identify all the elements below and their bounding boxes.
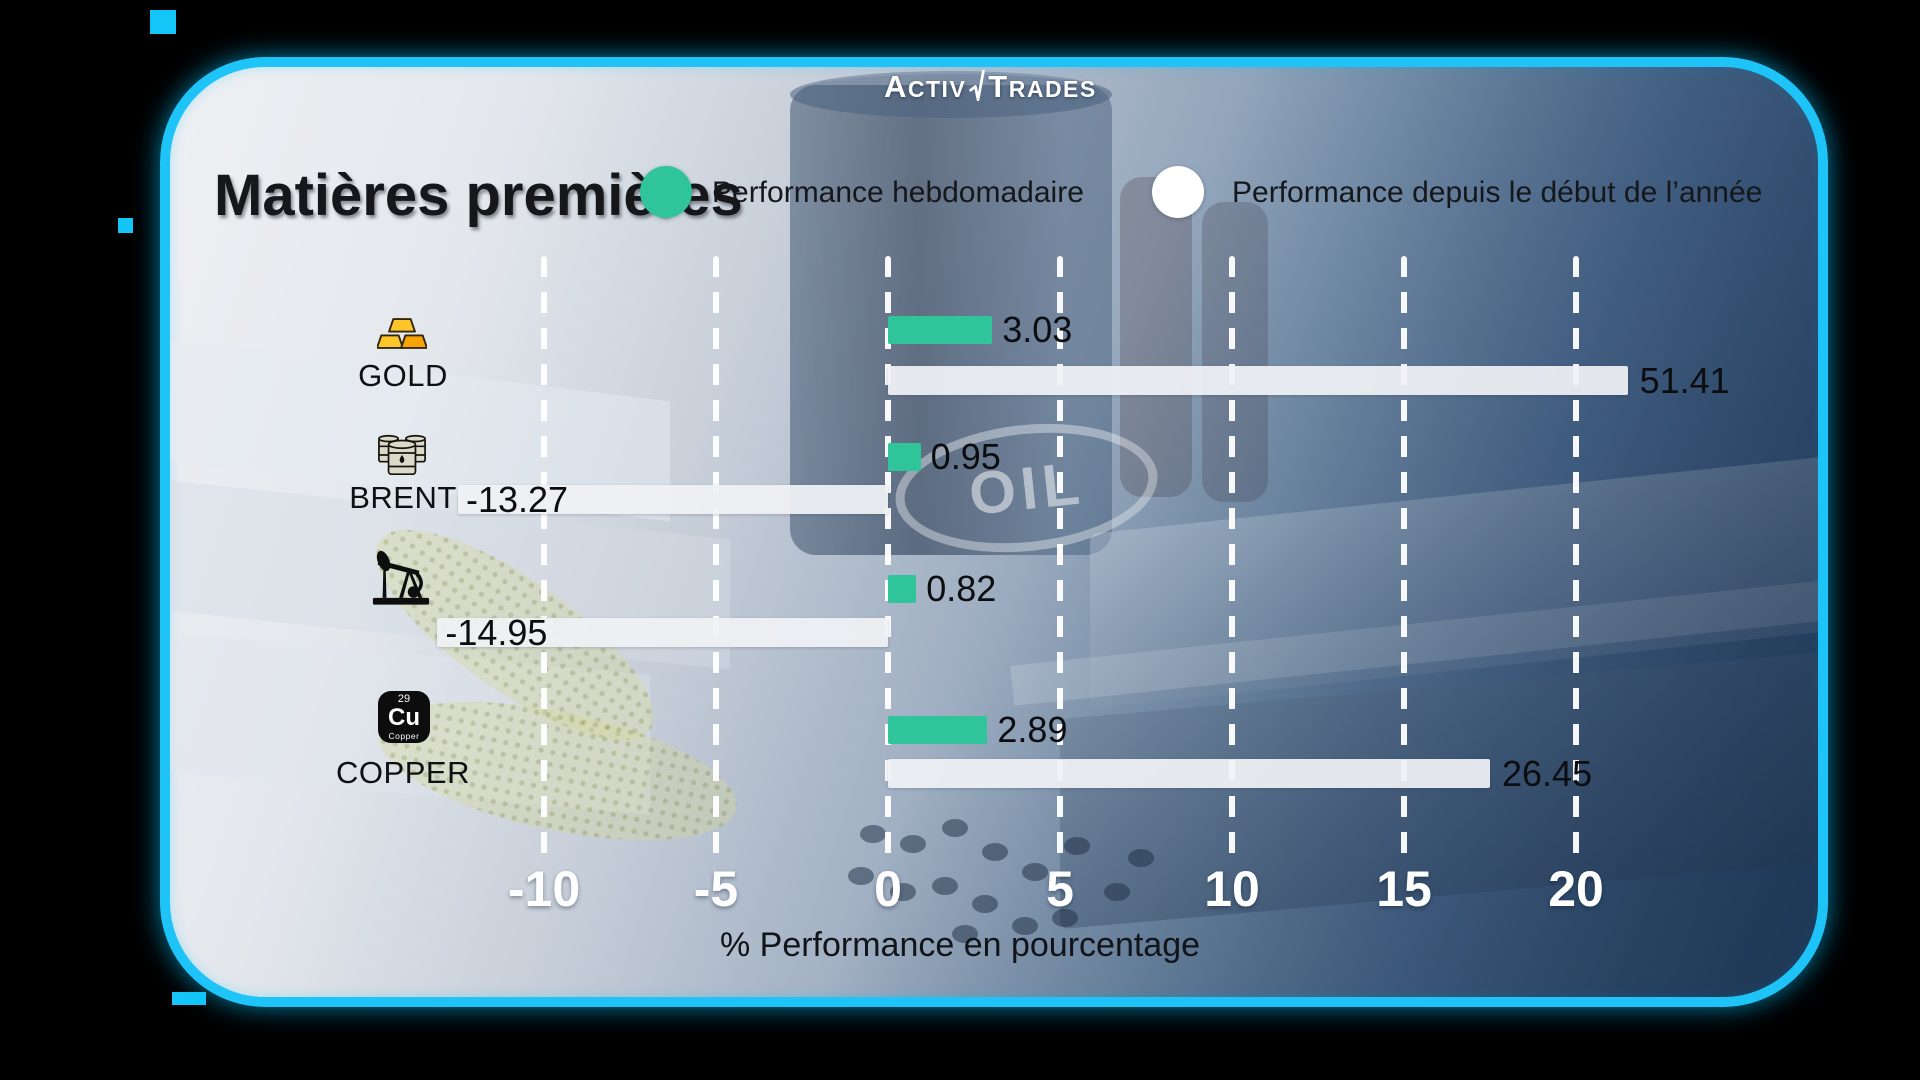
legend-ytd-label: Performance depuis le début de l’année <box>1232 176 1763 209</box>
copper-symbol: Cu <box>388 703 420 731</box>
x-tick-label: 15 <box>1376 861 1432 917</box>
x-tick-label: 0 <box>874 861 902 917</box>
brent-weekly-value: 0.95 <box>930 436 1001 477</box>
oil-pumpjack-icon <box>372 550 430 605</box>
brent-weekly-bar <box>888 443 921 471</box>
category-label-brent: BRENT <box>349 480 457 515</box>
crude-ytd-value: -14.95 <box>445 611 548 653</box>
x-tick-label: -5 <box>693 861 739 917</box>
copper-weekly-value: 2.89 <box>997 709 1068 750</box>
gridline-15 <box>1401 256 1407 868</box>
crude-ytd-bar <box>437 618 888 647</box>
copper-atomic-number: 29 <box>397 692 411 705</box>
copper-ytd-value: 26.45 <box>1502 752 1593 794</box>
x-axis-title: % Performance en pourcentage <box>719 926 1201 964</box>
brent-ytd-bar <box>458 485 888 514</box>
x-tick-label: 20 <box>1548 861 1604 917</box>
gridline-minus10 <box>541 256 547 868</box>
category-label-copper: COPPER <box>336 755 470 790</box>
gridline-5 <box>1057 256 1063 868</box>
logo-text-right: Trades <box>988 69 1097 104</box>
gridline-10 <box>1229 256 1235 868</box>
brent-ytd-value: -13.27 <box>466 478 569 520</box>
legend-weekly-label: Performance hebdomadaire <box>712 176 1084 209</box>
legend-ytd-dot <box>1152 166 1204 218</box>
copper-ytd-bar <box>888 759 1490 788</box>
x-tick-label: -10 <box>507 861 581 917</box>
gold-bars-icon <box>377 318 427 349</box>
copper-element-icon: 29 Cu Copper <box>378 691 430 743</box>
logo-checkmark-icon <box>969 69 986 102</box>
gold-ytd-value: 51.41 <box>1639 359 1730 401</box>
crude-weekly-bar <box>888 575 917 603</box>
activtrades-logo: Activ Trades <box>884 68 1124 106</box>
border-glow-artifact <box>118 218 133 233</box>
crude-weekly-value: 0.82 <box>926 568 997 609</box>
gridline-20 <box>1573 256 1579 868</box>
oil-barrels-icon <box>378 434 426 476</box>
logo-text-left: Activ <box>884 69 967 104</box>
gold-weekly-bar <box>888 316 993 344</box>
gridline-minus5 <box>713 256 719 868</box>
x-tick-label: 10 <box>1204 861 1260 917</box>
copper-weekly-bar <box>888 716 988 744</box>
gold-ytd-bar <box>888 366 1628 395</box>
legend-weekly-dot <box>640 166 692 218</box>
gridline-zero <box>885 256 891 868</box>
x-tick-label: 5 <box>1046 861 1074 917</box>
category-label-gold: GOLD <box>358 358 448 393</box>
border-glow-artifact <box>150 10 176 34</box>
blue-vignette <box>170 67 1818 997</box>
gold-weekly-value: 3.03 <box>1002 309 1073 350</box>
copper-name: Copper <box>388 730 420 741</box>
